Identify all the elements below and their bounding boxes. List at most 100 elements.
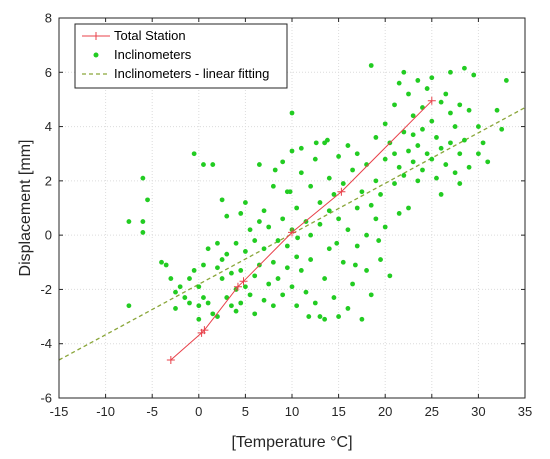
inclinometer-point (364, 232, 369, 238)
inclinometer-point (373, 216, 379, 222)
inclinometer-point (331, 295, 337, 300)
inclinometer-point (159, 259, 164, 265)
inclinometer-point (247, 227, 253, 233)
inclinometer-point (126, 219, 132, 224)
x-tick-label: 5 (242, 404, 249, 419)
y-tick-label: 2 (45, 173, 52, 188)
total-station-marker (233, 282, 242, 291)
inclinometer-point (462, 137, 467, 143)
inclinometer-point (476, 151, 481, 157)
inclinometer-point (219, 197, 225, 203)
y-tick-label: -4 (40, 336, 52, 351)
inclinometer-point (252, 311, 258, 317)
x-tick-label: 20 (378, 404, 392, 419)
inclinometer-point (503, 78, 509, 83)
legend-box (74, 23, 288, 89)
inclinometer-point (443, 162, 449, 167)
inclinometer-point (434, 135, 439, 140)
inclinometer-point (261, 208, 267, 214)
inclinometer-point (336, 314, 341, 319)
inclinometer-point (368, 292, 374, 298)
inclinometer-point (294, 303, 300, 309)
inclinometer-point (289, 148, 295, 154)
legend-inclinometers-label: Inclinometers (114, 47, 192, 62)
inclinometer-point (261, 246, 267, 252)
x-tick-label: 15 (331, 404, 345, 419)
inclinometer-point (272, 167, 278, 173)
inclinometer-point (322, 276, 328, 281)
inclinometer-point (382, 224, 388, 230)
inclinometer-point (396, 80, 402, 86)
inclinometer-point (387, 273, 393, 279)
inclinometer-point (420, 126, 425, 132)
inclinometer-point (485, 159, 491, 165)
inclinometer-point (224, 251, 230, 257)
inclinometer-point (350, 281, 355, 287)
inclinometer-point (368, 63, 374, 68)
inclinometer-point (471, 72, 477, 78)
inclinometer-point (448, 140, 453, 146)
inclinometer-point (270, 259, 276, 265)
inclinometer-point (331, 192, 337, 197)
inclinometer-point (275, 238, 281, 243)
inclinometer-point (280, 292, 286, 298)
total-station-marker (200, 326, 209, 335)
inclinometer-point (345, 306, 351, 311)
inclinometer-point (378, 192, 383, 197)
inclinometer-point (364, 268, 369, 273)
inclinometer-point (256, 162, 262, 167)
y-axis-title: Displacement [mm] (17, 140, 34, 277)
total-station-marker (427, 96, 436, 105)
legend-total-station-marker (92, 32, 100, 40)
inclinometer-point (452, 124, 458, 129)
inclinometer-point (345, 143, 351, 148)
inclinometer-point (406, 148, 411, 154)
inclinometer-point (219, 257, 225, 262)
inclinometer-point (313, 140, 319, 146)
inclinometer-point (466, 164, 472, 170)
inclinometer-point (187, 300, 192, 306)
legend-total-station-label: Total Station (114, 28, 186, 43)
inclinometer-point (289, 284, 295, 290)
inclinometer-point (420, 167, 425, 173)
inclinometer-point (243, 249, 248, 254)
inclinometer-point (238, 300, 244, 306)
x-tick-label: 25 (425, 404, 439, 419)
inclinometer-point (406, 91, 411, 97)
inclinometer-point (266, 281, 272, 287)
inclinometer-point (462, 65, 467, 71)
inclinometer-point (325, 137, 330, 143)
inclinometer-point (354, 151, 360, 157)
inclinometer-point (173, 289, 178, 295)
inclinometer-point (438, 99, 444, 105)
inclinometer-point (187, 276, 192, 281)
inclinometer-point (340, 259, 346, 265)
inclinometer-point (340, 181, 346, 186)
inclinometer-point (295, 235, 300, 241)
inclinometer-point (294, 205, 300, 211)
inclinometer-point (312, 300, 318, 306)
inclinometer-point (215, 240, 220, 246)
x-tick-label: 0 (195, 404, 202, 419)
inclinometer-point (182, 295, 188, 300)
inclinometer-point (163, 262, 169, 268)
inclinometer-point (352, 262, 358, 268)
inclinometer-point (196, 303, 202, 309)
x-axis-title: [Temperature °C] (231, 434, 352, 451)
inclinometer-point (140, 219, 146, 224)
inclinometer-point (284, 265, 290, 271)
inclinometer-point (354, 205, 360, 211)
inclinometer-point (145, 197, 150, 203)
inclinometer-point (354, 243, 360, 249)
inclinometer-point (229, 270, 234, 276)
inclinometer-point (429, 118, 435, 124)
inclinometer-point (126, 303, 132, 309)
inclinometer-point (424, 151, 430, 157)
inclinometer-point (438, 145, 444, 151)
legend-linear-fitting-label: Inclinometers - linear fitting (114, 66, 269, 81)
inclinometer-point (298, 268, 304, 273)
inclinometer-point (406, 205, 411, 211)
inclinometer-point (205, 246, 211, 252)
inclinometer-point (289, 110, 295, 116)
